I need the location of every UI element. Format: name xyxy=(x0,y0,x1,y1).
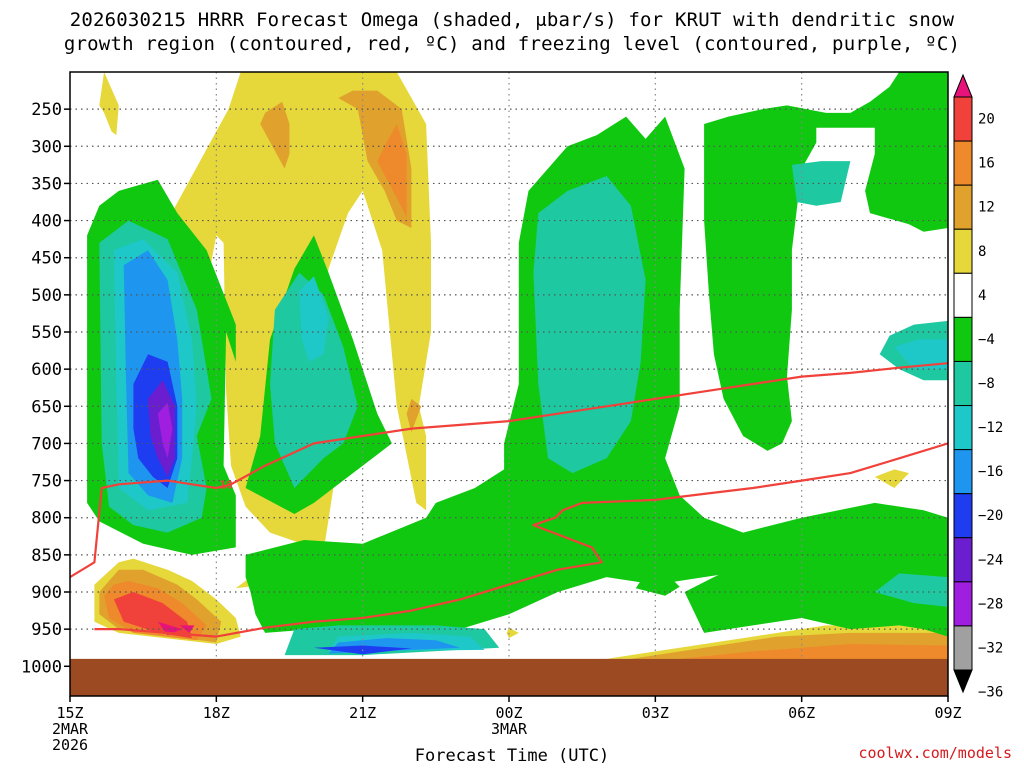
omega-8to12-a-region xyxy=(260,101,290,169)
colorbar-label: −20 xyxy=(978,508,1003,524)
colorbar-label: −24 xyxy=(978,552,1003,568)
x-tick-label: 00Z xyxy=(495,704,522,722)
omega-8to12-b-region xyxy=(338,90,412,228)
colorbar-label: −28 xyxy=(978,596,1003,612)
y-tick-label: 1000 xyxy=(21,657,62,677)
colorbar-swatch xyxy=(953,537,973,583)
omega-4to8-dot-0z-region xyxy=(506,627,519,639)
colorbar-swatch xyxy=(953,581,973,627)
omega-4to8-dot-06z-region xyxy=(874,469,909,488)
omega-12to16-region xyxy=(377,124,407,217)
omega-neg4to8-topright-region xyxy=(704,72,948,451)
colorbar-label: −32 xyxy=(978,640,1003,656)
omega-neg4to8-right-low-region xyxy=(684,543,948,637)
y-tick-label: 750 xyxy=(31,472,62,492)
omega-neg8to12-06z-region xyxy=(791,161,851,206)
colorbar-swatch xyxy=(953,96,973,142)
omega-neg28to32-region xyxy=(157,402,173,459)
x-tick-label: 21Z xyxy=(349,704,376,722)
y-tick-label: 250 xyxy=(31,100,62,120)
x-tick-label: 2MAR xyxy=(52,720,89,738)
y-tick-label: 350 xyxy=(31,174,62,194)
y-tick-label: 500 xyxy=(31,286,62,306)
omega-8to12-c-region xyxy=(406,398,422,433)
x-tick-label: 06Z xyxy=(788,704,815,722)
colorbar-label: 20 xyxy=(978,112,995,128)
y-tick-label: 900 xyxy=(31,583,62,603)
y-tick-label: 450 xyxy=(31,249,62,269)
omega-gt20-b-region xyxy=(179,625,195,633)
colorbar-label: −4 xyxy=(978,332,995,348)
dgz-contour-2 xyxy=(94,442,948,638)
chart-title-line1: 2026030215 HRRR Forecast Omega (shaded, … xyxy=(69,9,955,31)
y-tick-label: 400 xyxy=(31,212,62,232)
y-tick-label: 800 xyxy=(31,509,62,529)
y-tick-label: 300 xyxy=(31,137,62,157)
colorbar-swatch xyxy=(953,625,973,671)
colorbar-swatch xyxy=(953,184,973,230)
x-tick-label: 18Z xyxy=(203,704,230,722)
x-tick-label: 3MAR xyxy=(491,720,528,738)
x-tick-label: 15Z xyxy=(56,704,83,722)
omega-neg12to16-mid-region xyxy=(299,276,329,362)
omega-neg8to12-mid-region xyxy=(270,272,358,488)
dgz-contour-1 xyxy=(70,362,948,579)
x-tick-label: 09Z xyxy=(934,704,961,722)
omega-neg12to16-right-region xyxy=(894,339,948,370)
colorbar-label: 12 xyxy=(978,200,995,216)
y-tick-label: 550 xyxy=(31,323,62,343)
omega-neg8to12-0z-region xyxy=(533,176,646,474)
y-tick-label: 650 xyxy=(31,397,62,417)
contour-label: 18 xyxy=(219,478,232,491)
colorbar-label: −8 xyxy=(978,376,995,392)
x-tick-label: 03Z xyxy=(642,704,669,722)
chart-title-line2: growth region (contoured, red, ºC) and f… xyxy=(63,33,961,55)
colorbar-bottom-arrow xyxy=(953,669,973,694)
colorbar-swatch xyxy=(953,316,973,362)
colorbar-swatch xyxy=(953,140,973,186)
colorbar-swatch xyxy=(953,228,973,274)
omega-4to8-small-topleft-region xyxy=(99,72,119,136)
ground-surface xyxy=(70,658,948,696)
y-tick-label: 950 xyxy=(31,620,62,640)
omega-neg4to8-dot-region xyxy=(635,573,680,596)
y-tick-label: 850 xyxy=(31,546,62,566)
colorbar-label: 16 xyxy=(978,156,995,172)
omega-neg8to12-rightlow-region xyxy=(874,573,948,607)
colorbar-swatch xyxy=(953,360,973,407)
colorbar-swatch xyxy=(953,449,973,495)
x-tick-label: 2026 xyxy=(52,736,88,754)
omega-gt20-a-region xyxy=(157,621,183,636)
colorbar-swatch xyxy=(953,405,973,451)
y-tick-label: 700 xyxy=(31,434,62,454)
x-axis-title: Forecast Time (UTC) xyxy=(414,746,610,766)
colorbar-label: 8 xyxy=(978,244,986,260)
colorbar-label: −16 xyxy=(978,464,1003,480)
y-tick-label: 600 xyxy=(31,360,62,380)
colorbar-label: −36 xyxy=(978,685,1003,701)
colorbar-label: 4 xyxy=(978,288,986,304)
colorbar-top-arrow xyxy=(953,73,973,98)
omega-12to16-low-right-region xyxy=(679,644,948,659)
colorbar-swatch xyxy=(953,493,973,539)
colorbar-swatch xyxy=(953,272,973,318)
site-credit[interactable]: coolwx.com/models xyxy=(858,744,1012,762)
colorbar-label: −12 xyxy=(978,420,1003,436)
